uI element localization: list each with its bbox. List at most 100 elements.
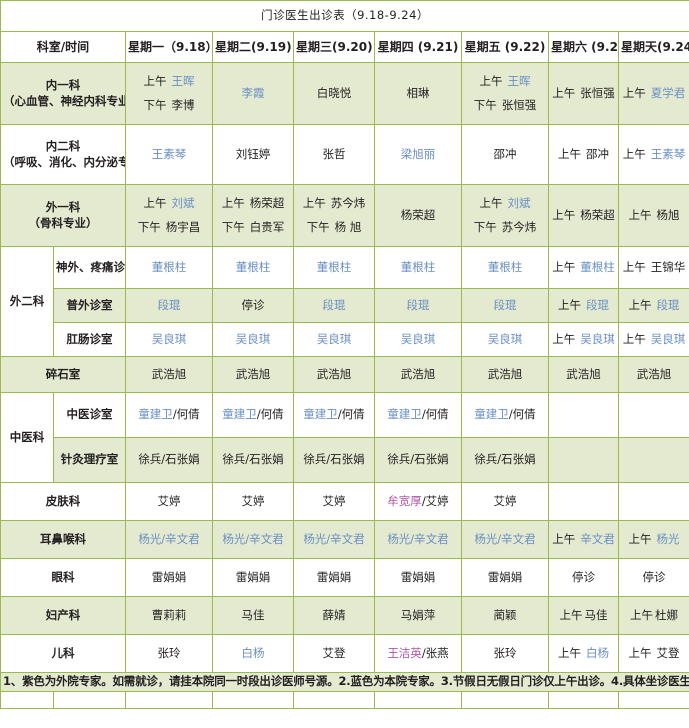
- schedule-cell[interactable]: 梁旭丽: [374, 124, 462, 185]
- schedule-cell[interactable]: 上午 苏今炜 下午杨 旭: [293, 184, 375, 247]
- schedule-cell[interactable]: 邵冲: [461, 124, 549, 185]
- schedule-cell[interactable]: 杨荣超: [374, 184, 462, 247]
- schedule-cell[interactable]: 雷娟娟: [461, 558, 549, 597]
- schedule-cell[interactable]: 吴良琪: [374, 322, 462, 357]
- schedule-cell[interactable]: 童建卫/何倩: [125, 392, 213, 438]
- schedule-cell[interactable]: 杨光/辛文君: [461, 520, 549, 559]
- header-day-thu: 星期四 (9.21): [374, 31, 462, 63]
- schedule-cell[interactable]: 上午 刘斌 下午 苏今炜: [461, 184, 549, 247]
- schedule-cell[interactable]: 艾婷: [293, 482, 375, 521]
- schedule-cell[interactable]: 上午 段琨: [548, 288, 619, 323]
- schedule-cell[interactable]: 吴良琪: [125, 322, 213, 357]
- schedule-cell[interactable]: 上午 杨旭: [617, 184, 689, 247]
- schedule-cell[interactable]: 上午 杨光: [617, 520, 689, 559]
- schedule-cell[interactable]: 徐兵/石张娟: [293, 437, 375, 483]
- schedule-cell[interactable]: 白杨: [212, 634, 294, 673]
- schedule-cell[interactable]: 杨光/辛文君: [293, 520, 375, 559]
- schedule-cell[interactable]: 徐兵/石张娟: [374, 437, 462, 483]
- schedule-cell[interactable]: 吴良琪: [293, 322, 375, 357]
- schedule-cell[interactable]: 李霞: [212, 62, 294, 125]
- schedule-cell[interactable]: 武浩旭: [293, 356, 375, 393]
- schedule-cell[interactable]: 雷娟娟: [212, 558, 294, 597]
- schedule-cell[interactable]: 薛婧: [293, 596, 375, 635]
- schedule-cell[interactable]: 董根柱: [212, 246, 294, 289]
- schedule-cell[interactable]: 雷娟娟: [293, 558, 375, 597]
- schedule-cell[interactable]: 上午 张恒强: [548, 62, 619, 125]
- schedule-cell[interactable]: 艾登: [293, 634, 375, 673]
- schedule-cell[interactable]: 上午 王晖 下午 张恒强: [461, 62, 549, 125]
- schedule-cell[interactable]: 上午 吴良琪: [548, 322, 619, 357]
- schedule-cell[interactable]: 王素琴: [125, 124, 213, 185]
- schedule-cell[interactable]: 上午 董根柱: [548, 246, 619, 289]
- schedule-cell[interactable]: 上午 杨荣超 下午 白贵军: [212, 184, 294, 247]
- schedule-cell[interactable]: 段琨: [461, 288, 549, 323]
- schedule-cell[interactable]: 雷娟娟: [125, 558, 213, 597]
- schedule-cell[interactable]: 童建卫/何倩: [461, 392, 549, 438]
- schedule-cell[interactable]: 刘钰婷: [212, 124, 294, 185]
- schedule-cell[interactable]: 武浩旭: [212, 356, 294, 393]
- schedule-cell[interactable]: 上午 马佳: [548, 596, 619, 635]
- schedule-cell[interactable]: 王洁英/张燕: [374, 634, 462, 673]
- schedule-cell[interactable]: [617, 392, 689, 438]
- schedule-cell[interactable]: 停诊: [212, 288, 294, 323]
- schedule-cell[interactable]: 董根柱: [125, 246, 213, 289]
- schedule-cell[interactable]: 马佳: [212, 596, 294, 635]
- schedule-cell[interactable]: 童建卫/何倩: [293, 392, 375, 438]
- schedule-cell[interactable]: [617, 437, 689, 483]
- schedule-cell[interactable]: 艾婷: [212, 482, 294, 521]
- schedule-cell[interactable]: 张玲: [125, 634, 213, 673]
- schedule-cell[interactable]: 停诊: [617, 558, 689, 597]
- schedule-cell[interactable]: 童建卫/何倩: [374, 392, 462, 438]
- schedule-cell[interactable]: 武浩旭: [374, 356, 462, 393]
- schedule-cell[interactable]: 杨光/辛文君: [374, 520, 462, 559]
- schedule-cell[interactable]: 相琳: [374, 62, 462, 125]
- schedule-cell[interactable]: 武浩旭: [548, 356, 619, 393]
- schedule-cell[interactable]: 段琨: [125, 288, 213, 323]
- schedule-cell[interactable]: 曹莉莉: [125, 596, 213, 635]
- schedule-cell[interactable]: 吴良琪: [212, 322, 294, 357]
- schedule-cell[interactable]: 雷娟娟: [374, 558, 462, 597]
- schedule-cell[interactable]: 上午 辛文君: [548, 520, 619, 559]
- schedule-cell[interactable]: 上午 艾登: [617, 634, 689, 673]
- schedule-cell[interactable]: [548, 482, 619, 521]
- schedule-cell[interactable]: 上午 刘斌 下午 杨宇昌: [125, 184, 213, 247]
- schedule-cell[interactable]: 徐兵/石张娟: [125, 437, 213, 483]
- schedule-cell[interactable]: 上午 王素琴: [617, 124, 689, 185]
- schedule-cell[interactable]: 武浩旭: [461, 356, 549, 393]
- schedule-cell[interactable]: 上午 段琨: [617, 288, 689, 323]
- schedule-cell[interactable]: 上午 王锦华: [617, 246, 689, 289]
- schedule-cell[interactable]: 上午 王晖 下午 李博: [125, 62, 213, 125]
- schedule-cell[interactable]: 吴良琪: [461, 322, 549, 357]
- schedule-cell[interactable]: 武浩旭: [125, 356, 213, 393]
- schedule-cell[interactable]: 上午 杨荣超: [548, 184, 619, 247]
- schedule-cell[interactable]: 蔺颖: [461, 596, 549, 635]
- schedule-cell[interactable]: 段琨: [374, 288, 462, 323]
- schedule-cell[interactable]: 上午 白杨: [548, 634, 619, 673]
- schedule-cell[interactable]: 董根柱: [293, 246, 375, 289]
- table-row: 内一科（心血管、神经内科专业）上午王晖下午李博李霞白晓悦相琳上午王晖下午张恒强上…: [0, 62, 689, 125]
- schedule-cell[interactable]: 武浩旭: [617, 356, 689, 393]
- schedule-cell[interactable]: 杨光/辛文君: [212, 520, 294, 559]
- schedule-cell[interactable]: 牟宽厚/艾婷: [374, 482, 462, 521]
- schedule-cell[interactable]: [617, 482, 689, 521]
- schedule-cell[interactable]: 徐兵/石张娟: [461, 437, 549, 483]
- schedule-cell[interactable]: 艾婷: [125, 482, 213, 521]
- schedule-cell[interactable]: 张哲: [293, 124, 375, 185]
- schedule-cell[interactable]: 上午 邵冲: [548, 124, 619, 185]
- schedule-cell[interactable]: 艾婷: [461, 482, 549, 521]
- schedule-cell[interactable]: 徐兵/石张娟: [212, 437, 294, 483]
- schedule-cell[interactable]: 上午 夏学君: [617, 62, 689, 125]
- schedule-cell[interactable]: 杨光/辛文君: [125, 520, 213, 559]
- schedule-cell[interactable]: 上午 杜娜: [617, 596, 689, 635]
- schedule-cell[interactable]: 上午 吴良琪: [617, 322, 689, 357]
- schedule-cell[interactable]: 段琨: [293, 288, 375, 323]
- schedule-cell[interactable]: 马娟萍: [374, 596, 462, 635]
- schedule-cell[interactable]: 白晓悦: [293, 62, 375, 125]
- schedule-cell[interactable]: [548, 392, 619, 438]
- schedule-cell[interactable]: 董根柱: [461, 246, 549, 289]
- schedule-cell[interactable]: 董根柱: [374, 246, 462, 289]
- schedule-cell[interactable]: 停诊: [548, 558, 619, 597]
- schedule-cell[interactable]: [548, 437, 619, 483]
- schedule-cell[interactable]: 童建卫/何倩: [212, 392, 294, 438]
- schedule-cell[interactable]: 张玲: [461, 634, 549, 673]
